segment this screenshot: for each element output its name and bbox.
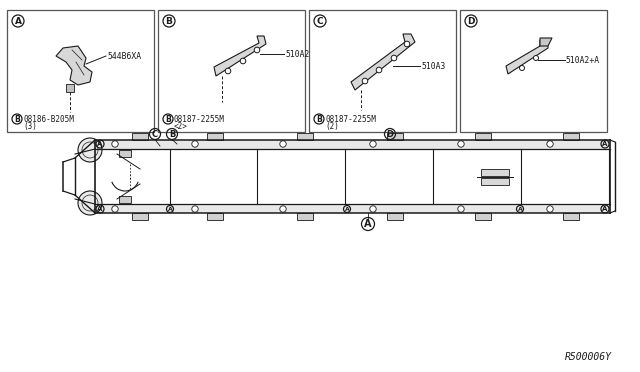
Polygon shape: [351, 34, 415, 90]
Circle shape: [112, 141, 118, 147]
Circle shape: [547, 206, 553, 212]
Text: A: A: [168, 206, 172, 212]
Circle shape: [78, 191, 102, 215]
Text: A: A: [602, 206, 608, 212]
Bar: [158, 10, 305, 132]
Bar: [297, 213, 313, 220]
Bar: [387, 213, 403, 220]
Circle shape: [280, 141, 286, 147]
Text: C: C: [152, 129, 158, 138]
Text: R500006Y: R500006Y: [565, 352, 612, 362]
Bar: [95, 204, 610, 213]
Circle shape: [534, 55, 538, 61]
Bar: [95, 140, 610, 149]
Text: 510A2+A: 510A2+A: [566, 55, 600, 64]
Bar: [563, 213, 579, 220]
Bar: [66, 84, 74, 92]
Polygon shape: [214, 36, 266, 76]
Circle shape: [280, 206, 286, 212]
Circle shape: [391, 55, 397, 61]
Text: A: A: [602, 141, 608, 147]
Text: 08187-2255M: 08187-2255M: [325, 115, 376, 124]
Circle shape: [376, 67, 382, 73]
Circle shape: [240, 58, 246, 64]
Bar: [297, 133, 313, 140]
Circle shape: [112, 206, 118, 212]
Text: B: B: [316, 115, 322, 124]
Bar: [460, 10, 607, 132]
Text: B: B: [14, 115, 20, 124]
Text: 510A2: 510A2: [285, 49, 309, 58]
Circle shape: [520, 65, 525, 71]
Text: B: B: [169, 129, 175, 138]
Bar: [7, 10, 154, 132]
Bar: [475, 133, 491, 140]
Text: (2): (2): [325, 122, 339, 131]
Bar: [207, 213, 223, 220]
Text: A: A: [97, 206, 102, 212]
Text: 544B6XA: 544B6XA: [107, 51, 141, 61]
Circle shape: [458, 141, 464, 147]
Text: 510A3: 510A3: [421, 61, 445, 71]
Bar: [475, 213, 491, 220]
Bar: [309, 10, 456, 132]
Text: D: D: [467, 16, 475, 26]
Circle shape: [362, 78, 368, 84]
Text: A: A: [364, 219, 372, 229]
Bar: [132, 213, 148, 220]
Circle shape: [254, 47, 260, 53]
Bar: [207, 133, 223, 140]
Text: A: A: [97, 141, 102, 147]
Bar: [132, 133, 148, 140]
Text: A: A: [344, 206, 349, 212]
Bar: [481, 169, 509, 176]
Polygon shape: [56, 46, 92, 85]
Circle shape: [370, 141, 376, 147]
Bar: [387, 133, 403, 140]
Text: B: B: [165, 115, 171, 124]
Circle shape: [225, 68, 231, 74]
Bar: [119, 150, 131, 157]
Polygon shape: [506, 40, 548, 74]
Circle shape: [404, 41, 410, 47]
Text: B: B: [166, 16, 172, 26]
Text: (3): (3): [23, 122, 37, 131]
Polygon shape: [540, 38, 552, 46]
Circle shape: [192, 141, 198, 147]
Text: A: A: [518, 206, 522, 212]
Text: 08187-2255M: 08187-2255M: [174, 115, 225, 124]
Text: C: C: [317, 16, 323, 26]
Circle shape: [547, 141, 553, 147]
Text: D: D: [387, 129, 394, 138]
Text: <2>: <2>: [174, 122, 188, 131]
Bar: [481, 178, 509, 185]
Circle shape: [192, 206, 198, 212]
Circle shape: [458, 206, 464, 212]
Text: A: A: [15, 16, 22, 26]
Text: 08186-B205M: 08186-B205M: [23, 115, 74, 124]
Circle shape: [370, 206, 376, 212]
Circle shape: [78, 138, 102, 162]
Bar: [563, 133, 579, 140]
Bar: [119, 196, 131, 203]
